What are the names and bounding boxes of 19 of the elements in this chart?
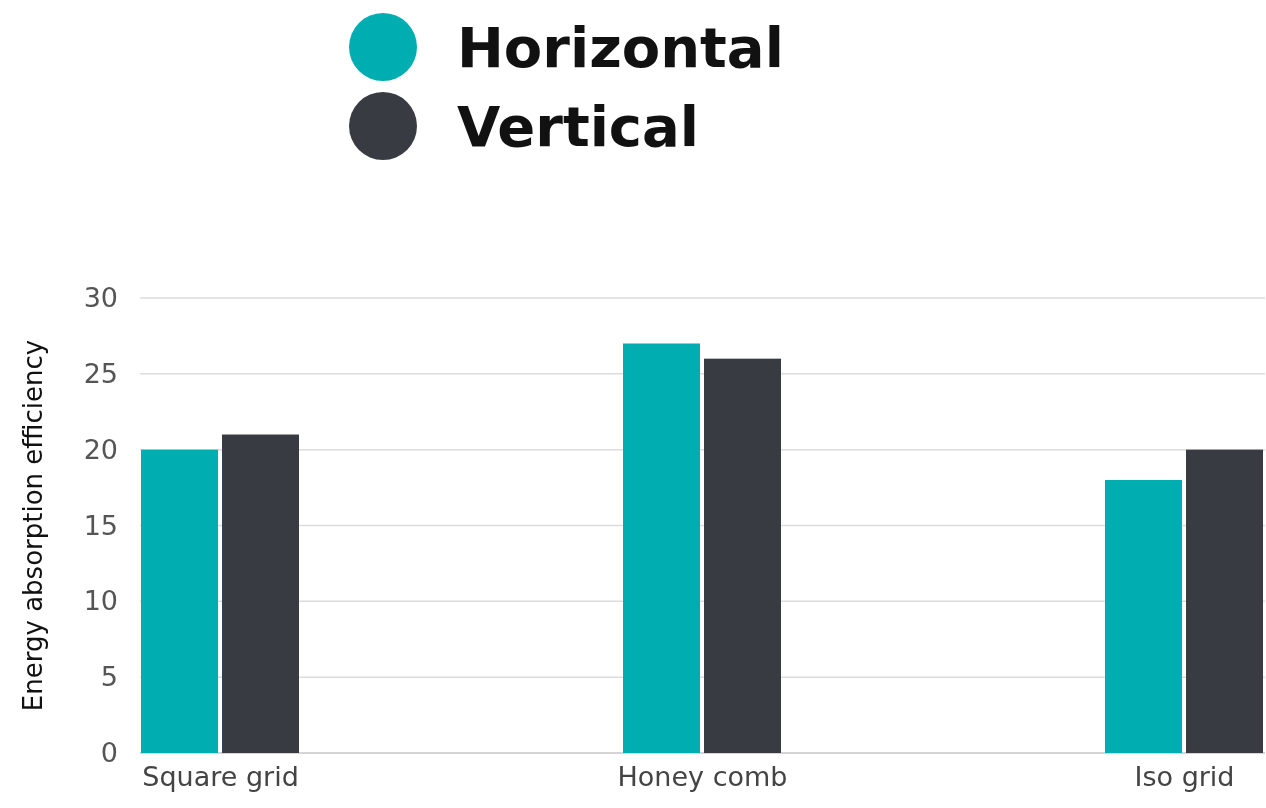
x-tick-label: Square grid — [142, 761, 299, 793]
y-tick-label: 30 — [83, 282, 118, 314]
bar — [222, 434, 299, 753]
y-tick-label: 15 — [83, 509, 118, 541]
legend-label: Horizontal — [457, 15, 784, 81]
x-tick-label: Honey comb — [617, 761, 788, 793]
x-tick-label: Iso grid — [1134, 761, 1235, 793]
bar — [1105, 480, 1182, 753]
y-tick-label: 5 — [100, 661, 118, 693]
bar — [141, 449, 218, 753]
legend-label: Vertical — [457, 94, 700, 160]
bar — [1186, 449, 1263, 753]
y-tick-label: 25 — [83, 357, 118, 389]
bar — [623, 343, 700, 753]
y-tick-label: 10 — [83, 585, 118, 617]
bar — [704, 358, 781, 753]
y-tick-label: 0 — [100, 737, 118, 769]
y-tick-label: 20 — [83, 433, 118, 465]
y-axis-title: Energy absorption efficiency — [18, 339, 48, 712]
